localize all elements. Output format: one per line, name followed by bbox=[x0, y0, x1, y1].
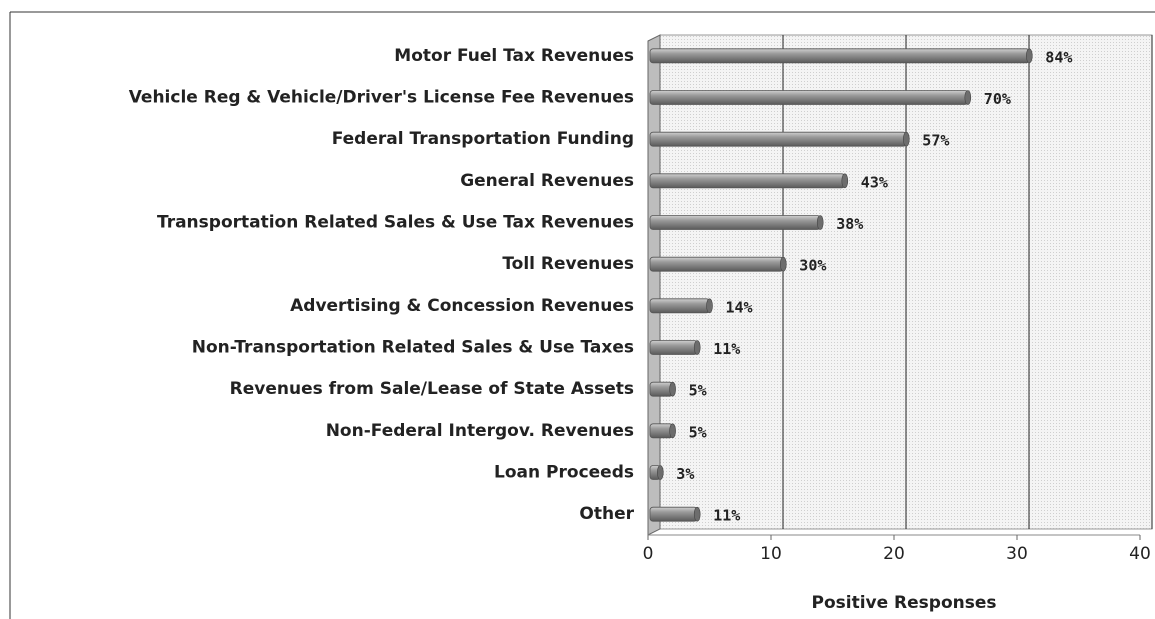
bar bbox=[649, 173, 846, 189]
data-label: 11% bbox=[713, 340, 740, 358]
x-axis-label: Positive Responses bbox=[811, 593, 996, 613]
bar-cap bbox=[706, 298, 713, 314]
data-label: 43% bbox=[861, 173, 888, 191]
bar bbox=[649, 256, 784, 272]
x-tick-label: 30 bbox=[1006, 544, 1028, 564]
data-label: 70% bbox=[984, 90, 1011, 108]
bar-cap bbox=[902, 131, 910, 147]
data-label: 38% bbox=[836, 215, 863, 233]
data-label: 3% bbox=[676, 465, 694, 483]
y-tick-label: Toll Revenues bbox=[502, 254, 634, 274]
y-tick-label: Federal Transportation Funding bbox=[332, 129, 634, 149]
data-label: 84% bbox=[1045, 48, 1072, 66]
data-label: 11% bbox=[713, 507, 740, 525]
y-tick-label: Revenues from Sale/Lease of State Assets bbox=[230, 379, 634, 399]
bar bbox=[649, 298, 710, 314]
y-tick-label: Non-Federal Intergov. Revenues bbox=[326, 421, 634, 441]
bar-cap bbox=[693, 506, 701, 522]
side-wall bbox=[647, 34, 661, 536]
data-label: 5% bbox=[689, 423, 707, 441]
y-tick-label: General Revenues bbox=[460, 171, 634, 191]
bar-cap bbox=[656, 465, 664, 480]
data-label: 30% bbox=[799, 257, 826, 275]
data-label: 5% bbox=[689, 382, 707, 400]
y-tick-label: Vehicle Reg & Vehicle/Driver's License F… bbox=[129, 88, 634, 108]
x-tick-label: 40 bbox=[1129, 544, 1151, 564]
bar bbox=[649, 215, 821, 230]
bar bbox=[649, 48, 1030, 64]
bar-cap bbox=[964, 90, 972, 105]
bar-cap bbox=[779, 256, 787, 272]
bar bbox=[649, 506, 698, 522]
x-tick-label: 0 bbox=[643, 544, 654, 564]
bar bbox=[649, 340, 698, 355]
bar-cap bbox=[1026, 48, 1033, 64]
bar bbox=[649, 90, 969, 105]
bar bbox=[649, 381, 674, 397]
y-tick-label: Motor Fuel Tax Revenues bbox=[394, 46, 634, 66]
x-tick-label: 20 bbox=[883, 544, 905, 564]
bar bbox=[649, 423, 674, 439]
y-tick-label: Other bbox=[579, 504, 634, 524]
bar-cap bbox=[841, 173, 849, 189]
bar bbox=[649, 131, 907, 147]
y-tick-label: Loan Proceeds bbox=[494, 463, 634, 483]
data-label: 57% bbox=[922, 132, 949, 150]
bar-cap bbox=[669, 423, 676, 439]
bar-cap bbox=[669, 381, 676, 397]
data-label: 14% bbox=[726, 298, 753, 316]
y-tick-label: Non-Transportation Related Sales & Use T… bbox=[192, 338, 634, 358]
bar-cap bbox=[693, 340, 701, 355]
y-tick-label: Transportation Related Sales & Use Tax R… bbox=[157, 213, 634, 233]
bar-cap bbox=[816, 215, 824, 230]
x-tick-label: 10 bbox=[760, 544, 782, 564]
y-tick-label: Advertising & Concession Revenues bbox=[290, 296, 634, 316]
